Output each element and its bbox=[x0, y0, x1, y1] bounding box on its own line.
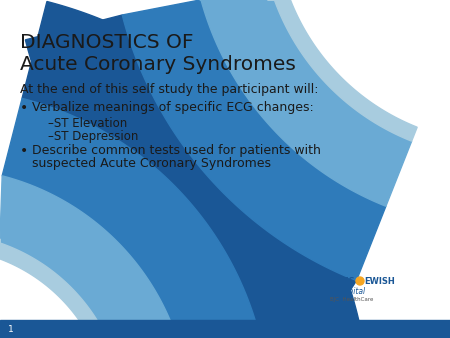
Circle shape bbox=[356, 277, 364, 285]
Text: suspected Acute Coronary Syndromes: suspected Acute Coronary Syndromes bbox=[32, 157, 271, 170]
Text: BJC  HealthCare: BJC HealthCare bbox=[330, 296, 373, 301]
Polygon shape bbox=[200, 0, 412, 206]
Polygon shape bbox=[22, 1, 370, 338]
Text: –ST Depression: –ST Depression bbox=[48, 130, 139, 143]
Text: DIAGNOSTICS OF: DIAGNOSTICS OF bbox=[20, 33, 194, 52]
Polygon shape bbox=[0, 176, 190, 338]
Text: EWISH: EWISH bbox=[364, 277, 395, 287]
Text: Acute Coronary Syndromes: Acute Coronary Syndromes bbox=[20, 55, 296, 74]
Polygon shape bbox=[0, 239, 125, 338]
Polygon shape bbox=[122, 0, 386, 281]
Text: ARNES: ARNES bbox=[324, 277, 356, 287]
Text: –ST Elevation: –ST Elevation bbox=[48, 117, 127, 130]
Text: Verbalize meanings of specific ECG changes:: Verbalize meanings of specific ECG chang… bbox=[32, 101, 314, 114]
Polygon shape bbox=[25, 15, 356, 338]
Polygon shape bbox=[2, 98, 270, 338]
Bar bbox=[0, 320, 450, 338]
Text: At the end of this self study the participant will:: At the end of this self study the partic… bbox=[20, 83, 319, 96]
Text: 1: 1 bbox=[8, 324, 14, 334]
Text: •: • bbox=[20, 101, 28, 115]
Text: Hospital: Hospital bbox=[335, 287, 366, 295]
Text: Describe common tests used for patients with: Describe common tests used for patients … bbox=[32, 144, 321, 157]
Text: B: B bbox=[318, 277, 326, 287]
Text: •: • bbox=[20, 144, 28, 158]
Polygon shape bbox=[268, 0, 417, 141]
